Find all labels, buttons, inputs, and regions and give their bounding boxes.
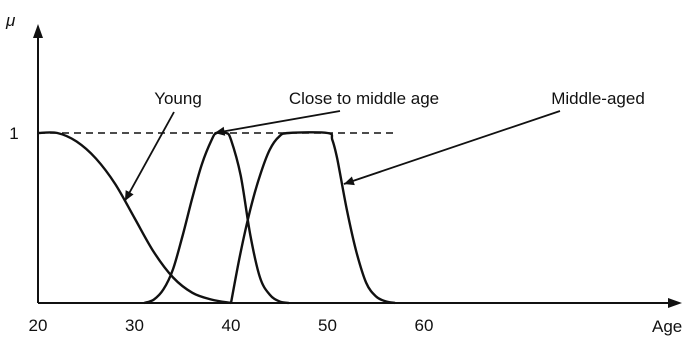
y-tick-label: 1 (9, 124, 18, 143)
annotation-arrow-middle-aged (343, 110, 561, 185)
x-axis-arrow-icon (668, 298, 682, 308)
y-axis-label: μ (5, 11, 16, 30)
x-tick-label: 20 (29, 316, 48, 335)
annotation-arrow-young (124, 111, 175, 202)
arrowhead-icon (214, 126, 226, 136)
x-tick-label: 60 (415, 316, 434, 335)
series-line-middle-aged (229, 131, 396, 305)
arrowhead-icon (124, 190, 134, 201)
y-axis-arrow-icon (33, 24, 43, 38)
x-axis-label: Age (652, 317, 682, 336)
series-line-young (37, 131, 232, 305)
annotation-arrow-close-to-middle-age (214, 110, 341, 134)
x-tick-label: 50 (318, 316, 337, 335)
annotation-young: Young (154, 89, 202, 108)
arrowhead-icon (343, 176, 355, 186)
x-tick-label: 40 (222, 316, 241, 335)
annotation-close-to-middle-age: Close to middle age (289, 89, 439, 108)
x-tick-label: 30 (125, 316, 144, 335)
annotation-middle-aged: Middle-aged (551, 89, 645, 108)
